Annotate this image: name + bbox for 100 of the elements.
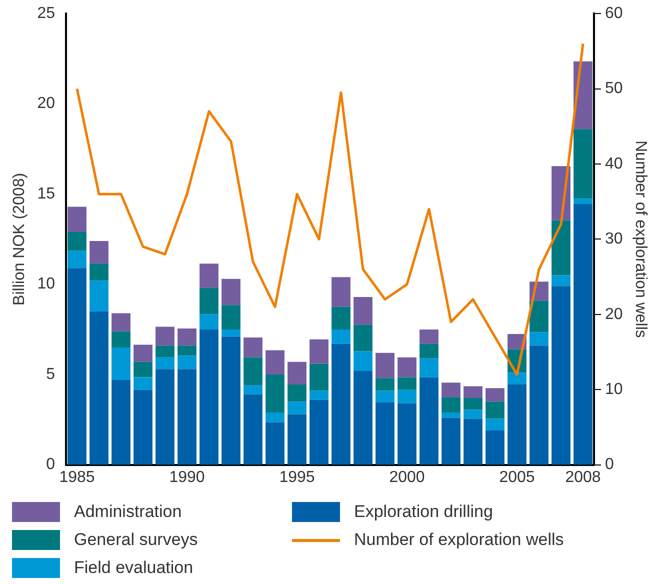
bar (156, 326, 174, 346)
bar (420, 377, 438, 465)
bar (266, 374, 284, 412)
bar (398, 377, 416, 390)
bar (200, 314, 218, 330)
bar (464, 410, 482, 419)
bar (134, 390, 152, 465)
bar (68, 232, 86, 251)
bar (552, 286, 570, 465)
bar (354, 351, 372, 371)
bar (442, 418, 460, 465)
bar (266, 412, 284, 422)
bar (310, 364, 328, 391)
bar (90, 264, 108, 281)
bar (354, 296, 372, 325)
x-tick-label: 1985 (59, 468, 95, 486)
y-tick-label: 0 (46, 456, 56, 474)
bar (156, 369, 174, 465)
bar (508, 384, 526, 465)
bar (442, 412, 460, 418)
bar (112, 313, 130, 332)
bar (398, 357, 416, 378)
bar (288, 384, 306, 402)
bar (134, 344, 152, 362)
bar (178, 328, 196, 346)
y-tick-label: 5 (46, 366, 56, 383)
bar (112, 347, 130, 380)
bar (530, 332, 548, 346)
bar (530, 300, 548, 332)
bar (90, 241, 108, 264)
legend-label: General surveys (74, 530, 198, 550)
y2-tick-label: 10 (605, 381, 623, 398)
y2-tick-label: 60 (605, 5, 623, 22)
bar (508, 372, 526, 384)
y2-tick-label: 0 (605, 456, 614, 474)
bar (222, 278, 240, 306)
bar (332, 329, 350, 344)
bar (222, 336, 240, 465)
bar (398, 390, 416, 404)
bar (376, 352, 394, 378)
bar (530, 346, 548, 465)
y2-tick-label: 40 (605, 155, 623, 172)
bar (376, 402, 394, 465)
bar (244, 394, 262, 465)
bar (332, 277, 350, 307)
y2-tick-label: 30 (605, 230, 623, 248)
bar (156, 357, 174, 370)
bar (266, 350, 284, 375)
legend-label: Number of exploration wells (354, 530, 564, 550)
bar (376, 378, 394, 391)
bar (464, 398, 482, 410)
y2-axis-title: Number of exploration wells (632, 140, 649, 338)
bar (354, 324, 372, 352)
bar (156, 346, 174, 358)
bar (420, 329, 438, 344)
bar (222, 329, 240, 337)
bar (244, 357, 262, 386)
bar (442, 397, 460, 412)
bar (244, 385, 262, 394)
bar (134, 377, 152, 390)
bar (420, 358, 438, 378)
bar (574, 198, 592, 204)
bar (68, 206, 86, 232)
x-tick-label: 1995 (279, 468, 315, 486)
y-tick-label: 20 (37, 95, 56, 112)
bar (112, 380, 130, 465)
bar (354, 370, 372, 465)
bar (310, 400, 328, 465)
bar (464, 418, 482, 465)
y-tick-label: 15 (37, 185, 56, 202)
x-tick-label: 2005 (499, 468, 535, 486)
bar (574, 129, 592, 199)
bar (464, 386, 482, 398)
bar (486, 402, 504, 419)
bar (178, 369, 196, 465)
bar (90, 280, 108, 312)
bar (442, 382, 460, 398)
bar (574, 204, 592, 465)
bar (288, 402, 306, 414)
x-tick-label: 2008 (565, 468, 601, 486)
x-tick-label: 2000 (389, 468, 425, 486)
bar (200, 288, 218, 314)
bar (288, 362, 306, 384)
bar (332, 344, 350, 465)
bar (200, 264, 218, 288)
x-tick-label: 1990 (169, 468, 205, 486)
bar (332, 306, 350, 330)
y-tick-label: 25 (37, 5, 56, 22)
bar (68, 268, 86, 465)
bar (310, 339, 328, 364)
y2-tick-label: 50 (605, 80, 623, 98)
bar (310, 390, 328, 400)
legend-label: Administration (74, 502, 182, 522)
y-axis-title: Billion NOK (2008) (11, 172, 28, 306)
bar (134, 362, 152, 378)
bar (266, 422, 284, 465)
bar (288, 414, 306, 465)
bar (200, 329, 218, 465)
bar (244, 338, 262, 358)
y-tick-label: 10 (37, 276, 56, 293)
